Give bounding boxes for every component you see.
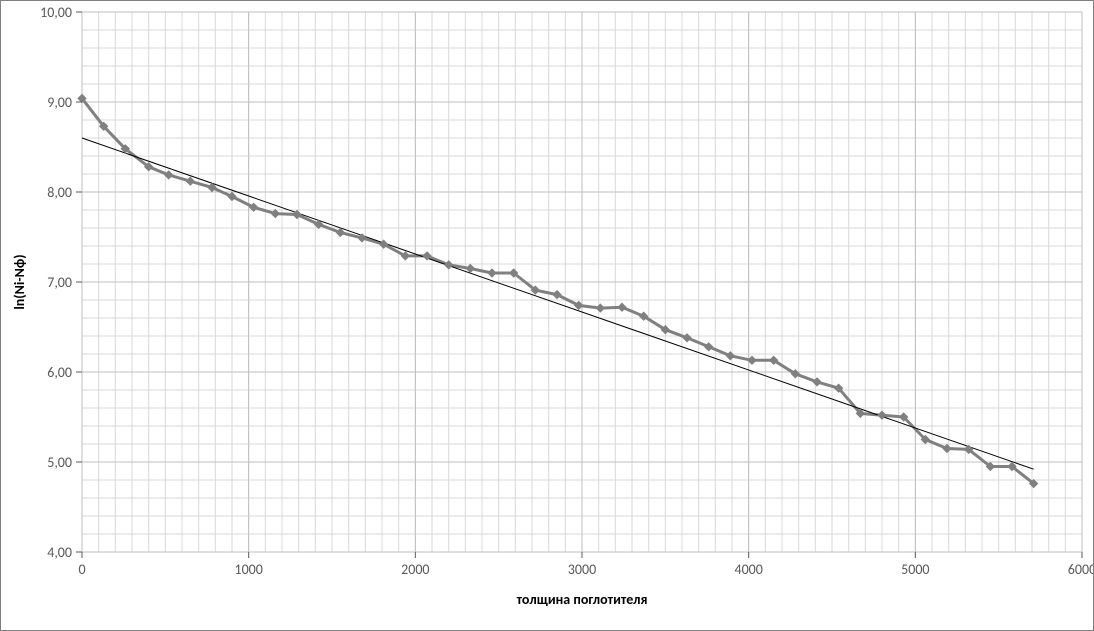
- chart-container: 01000200030004000500060004,005,006,007,0…: [0, 0, 1094, 631]
- chart-border: [0, 0, 1094, 631]
